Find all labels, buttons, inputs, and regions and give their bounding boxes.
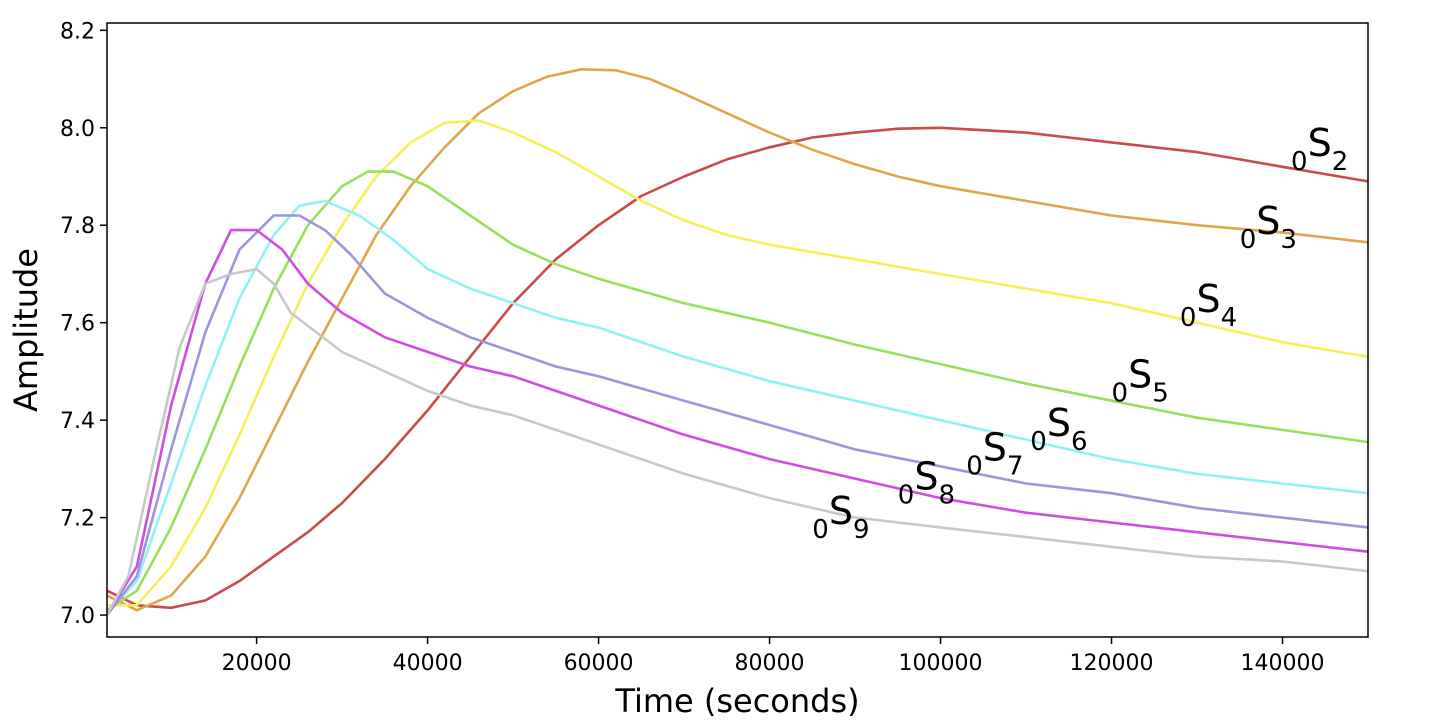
series-label-0S9: 0S9 <box>812 489 869 545</box>
series-label-prefix: 0 <box>1291 147 1308 177</box>
series-label-0S2: 0S2 <box>1291 121 1348 177</box>
x-tick-label: 20000 <box>222 651 292 676</box>
series-label-main: S <box>983 425 1007 469</box>
series-line-0S3 <box>106 68 1369 612</box>
series-label-index: 9 <box>853 515 870 545</box>
series-label-index: 5 <box>1152 378 1169 408</box>
y-axis-title: Amplitude <box>7 248 45 412</box>
series-label-prefix: 0 <box>812 515 829 545</box>
series-line-0S7 <box>105 214 1369 616</box>
series-line-0S9 <box>105 267 1369 616</box>
plot-frame <box>106 22 1369 638</box>
y-tick-label: 8.0 <box>60 117 95 142</box>
series-label-main: S <box>1196 277 1220 321</box>
series-label-index: 4 <box>1221 303 1238 333</box>
series-label-index: 7 <box>1007 451 1024 481</box>
series-label-0S4: 0S4 <box>1180 277 1237 333</box>
series-label-main: S <box>1128 352 1152 396</box>
series-label-0S6: 0S6 <box>1030 401 1087 457</box>
y-tick-label: 7.6 <box>60 312 95 337</box>
series-label-index: 2 <box>1332 147 1349 177</box>
series-label-main: S <box>914 455 938 499</box>
x-tick-label: 40000 <box>393 651 463 676</box>
series-line-0S6 <box>106 199 1369 614</box>
series-label-main: S <box>1256 199 1280 243</box>
y-tick-label: 7.8 <box>60 214 95 239</box>
series-label-main: S <box>829 489 853 533</box>
x-tick-label: 80000 <box>735 651 805 676</box>
y-tick-label: 7.0 <box>60 604 95 629</box>
series-label-main: S <box>1308 121 1332 165</box>
series-label-prefix: 0 <box>898 481 915 511</box>
series-line-0S5 <box>106 170 1369 612</box>
series-label-index: 8 <box>938 481 955 511</box>
series-label-0S5: 0S5 <box>1112 352 1169 408</box>
series-label-0S3: 0S3 <box>1240 199 1297 255</box>
series-line-0S8 <box>105 228 1369 616</box>
x-tick-label: 140000 <box>1241 651 1325 676</box>
y-tick-label: 8.2 <box>60 19 95 44</box>
series-line-0S4 <box>107 119 1369 607</box>
series-layer <box>105 68 1369 616</box>
x-tick-label: 120000 <box>1070 651 1154 676</box>
series-label-prefix: 0 <box>1180 303 1197 333</box>
y-axis: 7.0 7.2 7.4 7.6 7.8 8.0 8.2 <box>60 19 107 629</box>
y-tick-label: 7.4 <box>60 409 95 434</box>
series-label-main: S <box>1047 401 1071 445</box>
x-axis-title: Time (seconds) <box>614 682 859 720</box>
series-label-0S7: 0S7 <box>966 425 1023 481</box>
series-line-0S2 <box>106 126 1369 610</box>
series-label-index: 6 <box>1071 427 1088 457</box>
series-label-prefix: 0 <box>1030 427 1047 457</box>
series-label-index: 3 <box>1280 225 1297 255</box>
x-tick-label: 100000 <box>899 651 983 676</box>
series-label-prefix: 0 <box>966 451 983 481</box>
series-label-prefix: 0 <box>1112 378 1129 408</box>
x-axis: 20000 40000 60000 80000 100000 120000 140000 <box>222 637 1325 676</box>
series-label-0S8: 0S8 <box>898 455 955 511</box>
series-label-prefix: 0 <box>1240 225 1257 255</box>
x-tick-label: 60000 <box>564 651 634 676</box>
y-tick-label: 7.2 <box>60 507 95 532</box>
